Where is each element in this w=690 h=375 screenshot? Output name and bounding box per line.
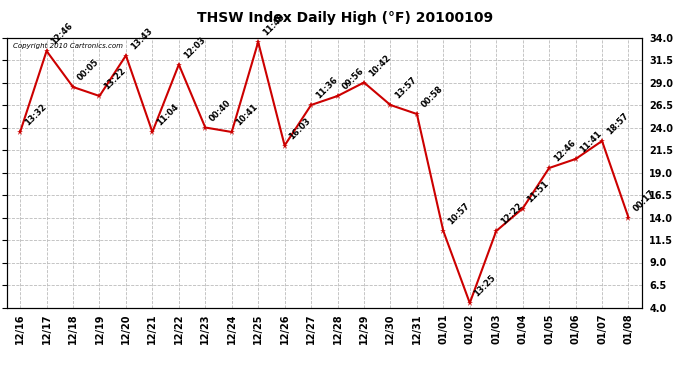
Text: 13:22: 13:22 [102,66,128,92]
Text: 12:46: 12:46 [552,138,578,164]
Text: 13:32: 13:32 [23,103,48,128]
Text: 18:57: 18:57 [605,112,630,137]
Text: 10:57: 10:57 [446,202,471,227]
Text: Copyright 2010 Cartronics.com: Copyright 2010 Cartronics.com [13,43,124,49]
Text: 10:41: 10:41 [235,102,259,128]
Text: 00:05: 00:05 [76,58,101,83]
Text: 11:40: 11:40 [261,12,286,38]
Text: 00:40: 00:40 [208,98,233,123]
Text: 16:03: 16:03 [288,116,313,141]
Text: 11:51: 11:51 [526,179,551,204]
Text: 12:46: 12:46 [50,21,75,47]
Text: 09:56: 09:56 [340,67,366,92]
Text: 12:22: 12:22 [499,201,524,227]
Text: 10:42: 10:42 [367,53,392,78]
Text: 13:43: 13:43 [129,26,154,51]
Text: 12:03: 12:03 [181,35,207,60]
Text: 13:57: 13:57 [393,76,418,101]
Text: 11:36: 11:36 [314,75,339,101]
Text: 00:17: 00:17 [631,188,656,213]
Text: 00:58: 00:58 [420,85,445,110]
Text: 13:25: 13:25 [473,273,497,299]
Text: THSW Index Daily High (°F) 20100109: THSW Index Daily High (°F) 20100109 [197,11,493,25]
Text: 11:41: 11:41 [578,129,604,155]
Text: 11:04: 11:04 [155,102,180,128]
